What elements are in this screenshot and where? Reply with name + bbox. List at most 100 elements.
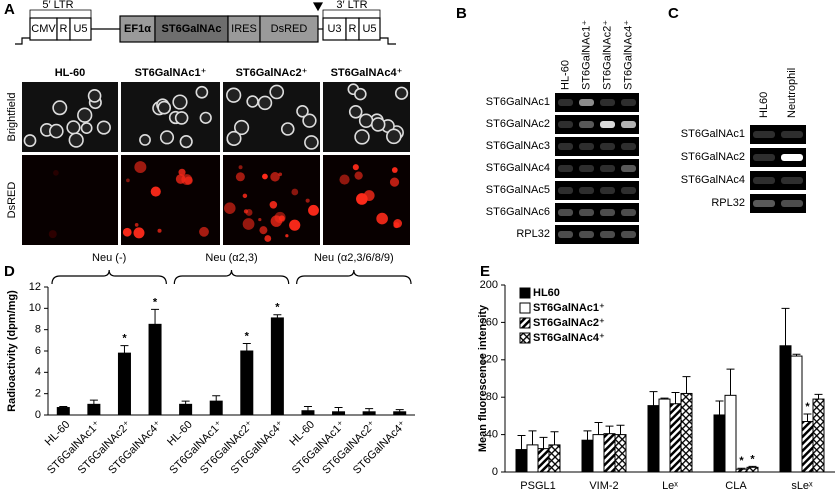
bar xyxy=(393,411,407,416)
gene-label: ST6GalNAc6 xyxy=(486,206,550,218)
gel-strip xyxy=(750,148,806,167)
cell xyxy=(370,117,386,132)
error-bar xyxy=(671,392,680,404)
red-cell xyxy=(289,219,301,231)
bar xyxy=(537,448,550,473)
gel-strip xyxy=(555,137,639,156)
bar xyxy=(362,411,376,416)
significance-mark: * xyxy=(245,330,250,342)
gel-band xyxy=(753,131,775,138)
bar xyxy=(301,410,315,416)
cell xyxy=(172,94,188,110)
cell xyxy=(302,113,317,128)
significance-mark: * xyxy=(275,302,280,314)
group-bracket xyxy=(173,269,290,285)
bar xyxy=(735,468,748,473)
x-tick-label: VIM-2 xyxy=(589,480,618,492)
y-tick-label: 120 xyxy=(480,354,498,366)
gel-bg xyxy=(750,148,806,167)
vector-label: R xyxy=(60,23,68,35)
vector-label: EF1α xyxy=(124,23,151,35)
gene-label: ST6GalNAc4 xyxy=(486,162,550,174)
gel-band xyxy=(579,231,594,238)
red-cell xyxy=(291,188,299,196)
gel-band xyxy=(558,231,573,238)
red-cell xyxy=(376,212,388,225)
cell xyxy=(354,87,367,101)
gel-band xyxy=(600,99,615,106)
y-tick-label: 2 xyxy=(35,388,41,400)
lane-label: Neutrophil xyxy=(786,68,798,118)
cell xyxy=(304,135,319,150)
gel-band xyxy=(781,154,803,161)
gel-band xyxy=(753,177,775,184)
brightfield-image xyxy=(223,82,320,152)
red-cell xyxy=(48,230,57,239)
dsred-image xyxy=(323,155,410,245)
y-tick-label: 8 xyxy=(35,324,41,336)
group-label: Neu (α2,3/6/8/9) xyxy=(314,252,394,264)
bar xyxy=(548,444,561,473)
gel-band xyxy=(621,187,636,194)
cell xyxy=(68,132,84,148)
vector-label: U3 xyxy=(327,23,341,35)
legend-swatch xyxy=(519,287,531,299)
cell xyxy=(23,134,37,147)
gel-band xyxy=(621,121,636,128)
gene-label: RPL32 xyxy=(516,228,550,240)
error-bar xyxy=(792,353,801,357)
gel-bg xyxy=(555,137,639,156)
dsred-image xyxy=(121,155,220,245)
red-cell xyxy=(270,172,280,182)
x-tick-label: ST6GalNAc1⁺ xyxy=(167,419,225,477)
red-cell xyxy=(339,174,350,185)
red-cell xyxy=(269,201,278,209)
x-tick-label: ST6GalNAc2⁺ xyxy=(76,419,134,477)
error-bar xyxy=(682,376,691,394)
red-cell xyxy=(352,164,359,171)
y-tick-label: 160 xyxy=(480,316,498,328)
red-cell xyxy=(278,172,283,177)
legend-swatch xyxy=(519,317,531,329)
y-tick-label: 4 xyxy=(35,366,41,378)
error-bar xyxy=(334,407,343,412)
error-bar xyxy=(242,343,251,351)
gel-strip xyxy=(555,181,639,200)
x-tick-label: ST6GalNAc1⁺ xyxy=(45,419,103,477)
red-cell xyxy=(224,202,236,214)
red-cell xyxy=(245,209,253,216)
group-bracket xyxy=(296,269,412,285)
error-bar xyxy=(649,391,658,406)
significance-mark: * xyxy=(805,401,810,413)
gel-strip xyxy=(750,194,806,213)
cell xyxy=(49,123,64,139)
bar xyxy=(713,414,726,473)
brightfield-image xyxy=(323,82,410,152)
bar xyxy=(240,350,254,416)
panel-label: D xyxy=(4,263,15,280)
cell xyxy=(246,95,259,108)
panel-label: A xyxy=(4,1,15,18)
lane-label: ST6GalNAc1⁺ xyxy=(580,20,592,90)
red-cell xyxy=(242,193,248,199)
cell xyxy=(234,119,250,136)
error-bar xyxy=(365,408,374,412)
vector-label: DsRED xyxy=(271,23,308,35)
vector-label: R xyxy=(349,23,357,35)
red-cell xyxy=(150,186,161,197)
gel-bg xyxy=(555,93,639,112)
gel-band xyxy=(600,209,615,216)
significance-mark: * xyxy=(122,333,127,345)
gel-band xyxy=(579,99,594,106)
brightfield-image xyxy=(121,82,220,152)
gel-strip xyxy=(555,93,639,112)
cell xyxy=(354,129,370,145)
red-cell xyxy=(258,217,262,222)
x-tick-label: ST6GalNAc4⁺ xyxy=(229,419,287,477)
red-cell xyxy=(134,161,147,174)
error-bar xyxy=(303,405,312,411)
lane-label: ST6GalNAc4⁺ xyxy=(622,20,634,90)
bar xyxy=(332,411,346,416)
bar xyxy=(209,400,223,416)
error-bar xyxy=(550,431,559,445)
